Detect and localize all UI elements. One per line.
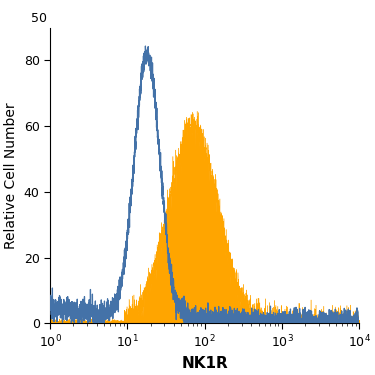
Text: 50: 50 [31,12,47,25]
X-axis label: NK1R: NK1R [182,356,228,371]
Y-axis label: Relative Cell Number: Relative Cell Number [4,102,18,249]
